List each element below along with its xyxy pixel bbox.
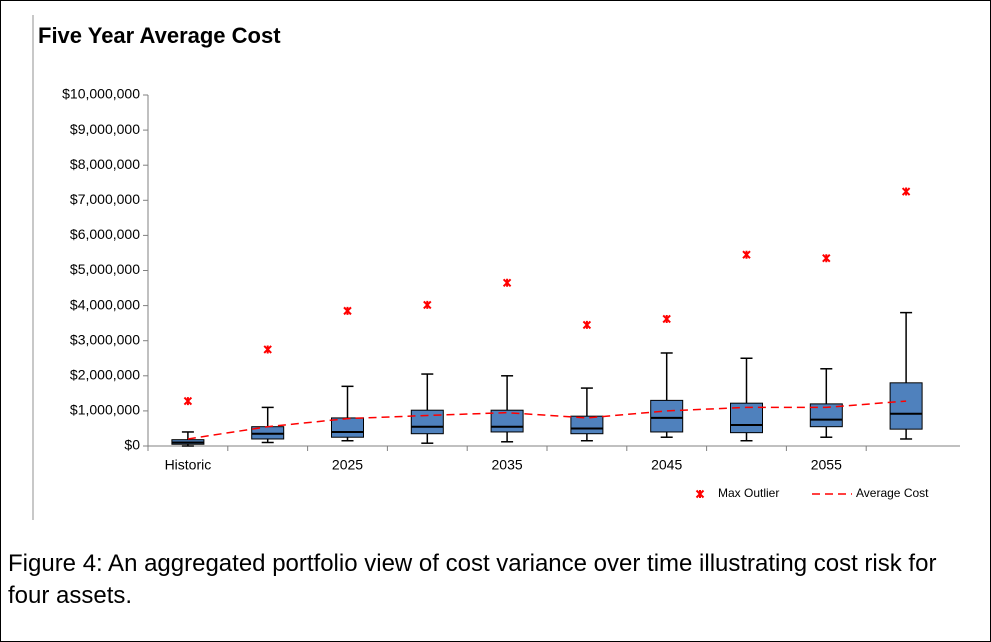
legend-label: Average Cost bbox=[856, 486, 929, 500]
y-tick-label: $3,000,000 bbox=[70, 331, 140, 347]
chart: Five Year Average Cost $0 $1,000,000 $2,00… bbox=[32, 15, 960, 520]
outlier-marker bbox=[662, 314, 671, 324]
box bbox=[809, 403, 843, 428]
y-tick-label: $0 bbox=[124, 437, 140, 453]
outlier-marker bbox=[822, 254, 831, 263]
outlier-marker bbox=[263, 345, 272, 354]
x-tick-label: 2045 bbox=[651, 457, 682, 473]
y-tick-label: $8,000,000 bbox=[70, 156, 140, 172]
x-tick-label: Historic bbox=[165, 457, 212, 473]
y-tick-label: $9,000,000 bbox=[70, 121, 140, 137]
y-tick-label: $10,000,000 bbox=[62, 86, 140, 102]
outlier-marker bbox=[742, 250, 751, 259]
y-tick-label: $7,000,000 bbox=[70, 191, 140, 207]
box bbox=[331, 417, 364, 438]
outlier-marker bbox=[582, 320, 592, 330]
box bbox=[889, 382, 923, 430]
outlier-marker bbox=[343, 306, 352, 316]
y-tick-label: $4,000,000 bbox=[70, 296, 140, 312]
legend-marker bbox=[695, 489, 705, 499]
box bbox=[410, 409, 444, 435]
chart-title: Five Year Average Cost bbox=[38, 23, 281, 48]
box bbox=[650, 399, 684, 433]
x-tick-label: 2055 bbox=[811, 457, 842, 473]
y-tick-label: $2,000,000 bbox=[70, 367, 140, 383]
outlier-marker bbox=[423, 300, 432, 310]
y-tick-label: $1,000,000 bbox=[70, 402, 140, 418]
outlier-marker bbox=[502, 278, 512, 287]
caption: Figure 4: An aggregated portfolio view o… bbox=[8, 550, 937, 609]
box bbox=[570, 415, 604, 435]
outlier-marker bbox=[901, 187, 911, 196]
outlier-marker bbox=[183, 396, 193, 406]
legend-label: Max Outlier bbox=[718, 486, 779, 500]
x-tick-label: 2035 bbox=[492, 457, 523, 473]
x-tick-label: 2025 bbox=[332, 457, 363, 473]
average-line bbox=[187, 400, 907, 440]
y-tick-label: $6,000,000 bbox=[70, 226, 140, 242]
y-tick-label: $5,000,000 bbox=[70, 261, 140, 277]
